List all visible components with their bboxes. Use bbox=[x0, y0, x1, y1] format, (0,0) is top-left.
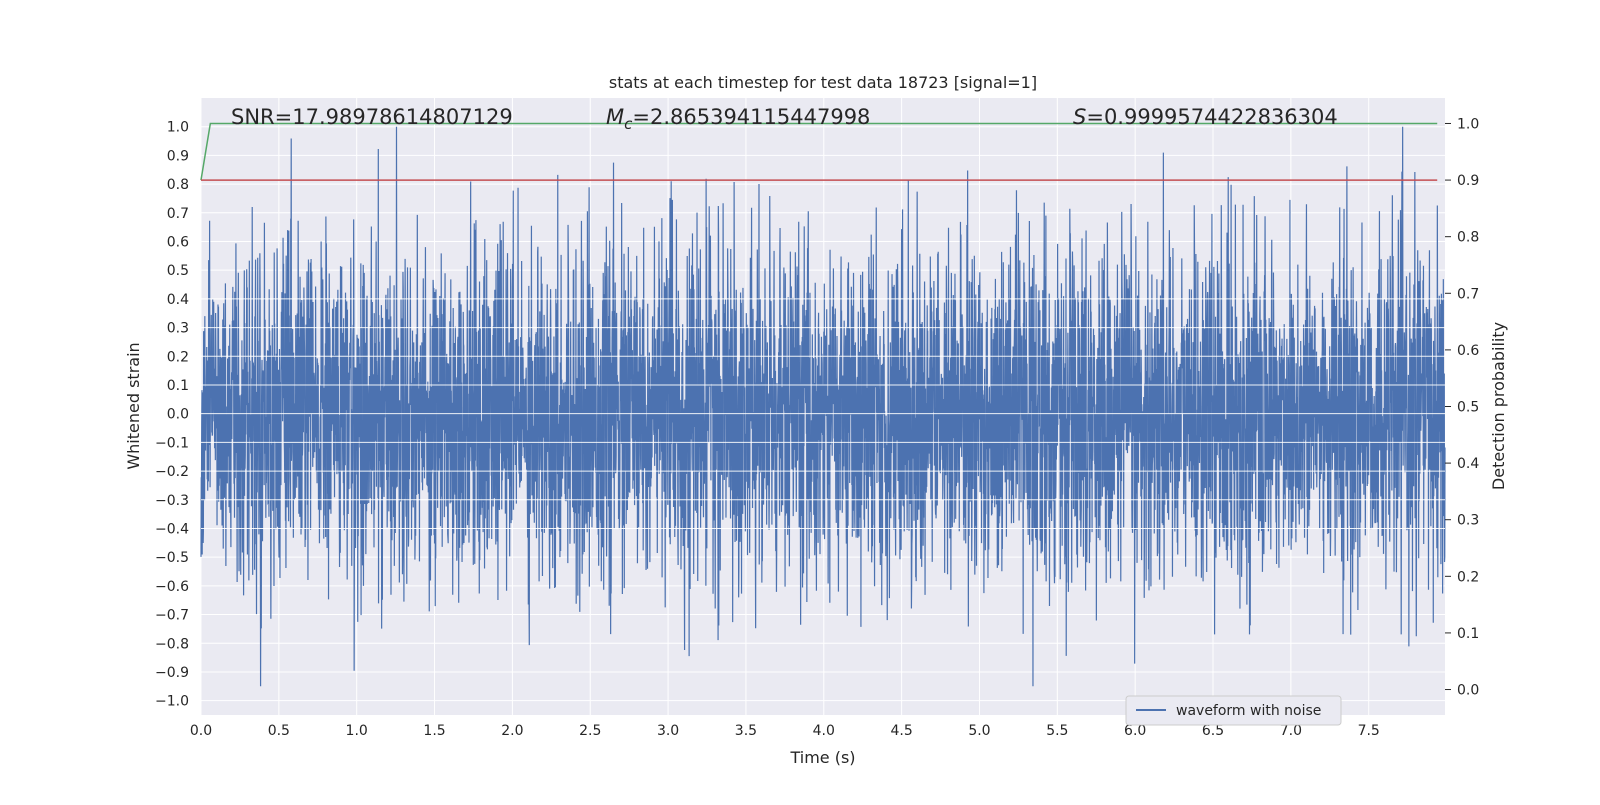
y2-tick-label: 0.8 bbox=[1457, 230, 1479, 246]
probability-series bbox=[200, 122, 1438, 181]
x-tick-label: 0.0 bbox=[190, 723, 212, 739]
y-tick-label: 0.9 bbox=[167, 148, 189, 164]
x-tick-label: 5.0 bbox=[968, 723, 990, 739]
y2-tick-label: 0.5 bbox=[1457, 400, 1479, 416]
y2-axis-label: Detection probability bbox=[1489, 322, 1508, 490]
x-tick-label: 2.5 bbox=[579, 723, 601, 739]
x-tick-label: 3.0 bbox=[657, 723, 679, 739]
x-tick-label: 6.5 bbox=[1202, 723, 1224, 739]
y2-tick-label: 0.4 bbox=[1457, 456, 1479, 472]
y2-tick-label: 0.9 bbox=[1457, 173, 1479, 189]
y-tick-label: −0.3 bbox=[155, 493, 189, 509]
x-tick-label: 1.5 bbox=[423, 723, 445, 739]
y-tick-label: −0.1 bbox=[155, 435, 189, 451]
y-tick-label: 0.3 bbox=[167, 321, 189, 337]
x-axis-label: Time (s) bbox=[789, 748, 855, 767]
detection-probability-line bbox=[200, 122, 1438, 181]
x-tick-label: 2.0 bbox=[501, 723, 523, 739]
y2-tick-label: 1.0 bbox=[1457, 116, 1479, 132]
x-tick-label: 0.5 bbox=[268, 723, 290, 739]
s-annotation: S=0.9999574422836304 bbox=[1073, 105, 1338, 129]
x-tick-label: 5.5 bbox=[1046, 723, 1068, 739]
y-tick-label: 0.4 bbox=[167, 292, 189, 308]
y-tick-label: −0.6 bbox=[155, 579, 189, 595]
y-tick-label: −0.4 bbox=[155, 521, 189, 537]
y-tick-label: 0.6 bbox=[167, 234, 189, 250]
x-axis-ticks: 0.0 0.5 1.0 1.5 2.0 2.5 3.0 3.5 4.0 4.5 5.0 5.5 6.0 6… bbox=[190, 723, 1380, 739]
y-tick-label: −0.8 bbox=[155, 636, 189, 652]
y-tick-label: 1.0 bbox=[167, 120, 189, 136]
waveform-line bbox=[200, 126, 1446, 687]
y-tick-label: −0.7 bbox=[155, 608, 189, 624]
y2-tick-label: 0.3 bbox=[1457, 513, 1479, 529]
y-tick-label: 0.2 bbox=[167, 349, 189, 365]
x-tick-label: 7.0 bbox=[1280, 723, 1302, 739]
snr-annotation: SNR=17.98978614807129 bbox=[231, 105, 513, 129]
y-tick-label: −0.9 bbox=[155, 665, 189, 681]
y-axis-label: Whitened strain bbox=[124, 342, 143, 469]
legend: waveform with noise bbox=[1125, 695, 1342, 726]
right-y-axis-ticks: 0.0 0.1 0.2 0.3 0.4 0.5 0.6 0.7 0.8 0.9 1.0 bbox=[1445, 116, 1479, 699]
left-y-axis-ticks: −1.0 −0.9 −0.8 −0.7 −0.6 −0.5 −0.4 −0.3 −0.2 −0.1… bbox=[155, 120, 189, 710]
chirp-mass-subscript: c bbox=[624, 115, 633, 133]
y-tick-label: −0.2 bbox=[155, 464, 189, 480]
x-tick-label: 4.5 bbox=[890, 723, 912, 739]
y-tick-label: −1.0 bbox=[155, 694, 189, 710]
s-value: =0.9999574422836304 bbox=[1086, 105, 1337, 129]
y2-tick-label: 0.7 bbox=[1457, 286, 1479, 302]
y2-tick-label: 0.2 bbox=[1457, 569, 1479, 585]
chirp-mass-symbol: M bbox=[606, 105, 624, 129]
x-tick-label: 3.5 bbox=[735, 723, 757, 739]
waveform-series bbox=[200, 126, 1446, 687]
y-tick-label: 0.7 bbox=[167, 206, 189, 222]
y2-tick-label: 0.0 bbox=[1457, 683, 1479, 699]
y2-tick-label: 0.6 bbox=[1457, 343, 1479, 359]
x-tick-label: 6.0 bbox=[1124, 723, 1146, 739]
chirp-mass-value: =2.865394115447998 bbox=[632, 105, 870, 129]
legend-label-waveform: waveform with noise bbox=[1176, 703, 1321, 719]
y-tick-label: −0.5 bbox=[155, 550, 189, 566]
y-tick-label: 0.1 bbox=[167, 378, 189, 394]
y-tick-label: 0.0 bbox=[167, 407, 189, 423]
x-tick-label: 1.0 bbox=[346, 723, 368, 739]
y-tick-label: 0.8 bbox=[167, 177, 189, 193]
y2-tick-label: 0.1 bbox=[1457, 626, 1479, 642]
chart-title: stats at each timestep for test data 187… bbox=[609, 73, 1037, 92]
x-tick-label: 7.5 bbox=[1358, 723, 1380, 739]
legend-box bbox=[1125, 695, 1342, 726]
chirp-mass-annotation: Mc=2.865394115447998 bbox=[606, 105, 870, 133]
s-symbol: S bbox=[1073, 105, 1086, 129]
x-tick-label: 4.0 bbox=[813, 723, 835, 739]
y-tick-label: 0.5 bbox=[167, 263, 189, 279]
